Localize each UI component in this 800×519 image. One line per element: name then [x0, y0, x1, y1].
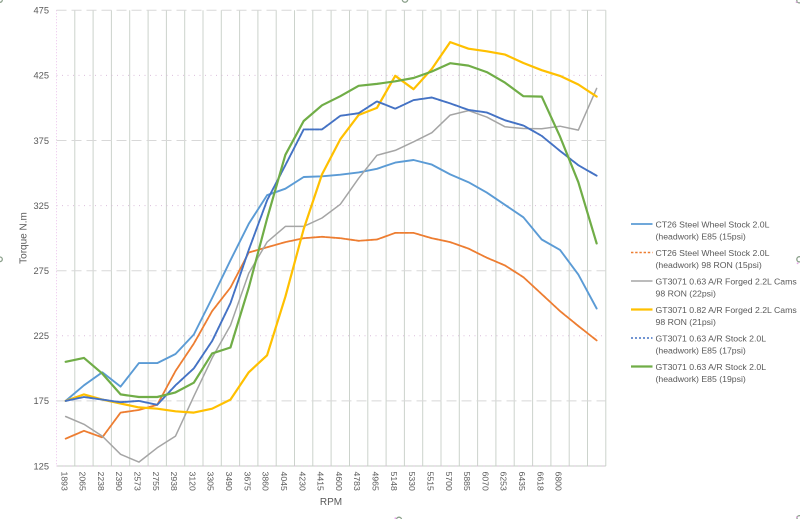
svg-text:5148: 5148 — [389, 472, 399, 491]
svg-text:6070: 6070 — [480, 472, 490, 491]
svg-text:RPM: RPM — [320, 497, 342, 508]
svg-text:5885: 5885 — [462, 472, 472, 491]
svg-text:6800: 6800 — [554, 472, 564, 491]
svg-text:(headwork) 98 RON (15psi): (headwork) 98 RON (15psi) — [656, 260, 762, 270]
svg-text:225: 225 — [33, 331, 49, 341]
svg-text:4230: 4230 — [297, 472, 307, 491]
svg-text:6618: 6618 — [535, 472, 545, 491]
svg-text:(headwork) E85 (19psi): (headwork) E85 (19psi) — [656, 374, 746, 384]
svg-text:2238: 2238 — [96, 472, 106, 491]
svg-text:125: 125 — [33, 461, 49, 471]
svg-text:98 RON (22psi): 98 RON (22psi) — [656, 289, 716, 299]
svg-text:CT26 Steel Wheel Stock 2.0L: CT26 Steel Wheel Stock 2.0L — [656, 248, 770, 258]
svg-text:4600: 4600 — [334, 472, 344, 491]
svg-text:GT3071 0.63 A/R Stock 2.0L: GT3071 0.63 A/R Stock 2.0L — [656, 362, 767, 372]
svg-text:375: 375 — [33, 136, 49, 146]
svg-text:5330: 5330 — [407, 472, 417, 491]
svg-text:1893: 1893 — [59, 472, 69, 491]
svg-text:3675: 3675 — [242, 472, 252, 491]
svg-text:3490: 3490 — [224, 472, 234, 491]
svg-text:2065: 2065 — [78, 472, 88, 491]
svg-text:475: 475 — [33, 6, 49, 16]
svg-text:6435: 6435 — [517, 472, 527, 491]
svg-text:4965: 4965 — [371, 472, 381, 491]
svg-text:5700: 5700 — [444, 472, 454, 491]
svg-text:3120: 3120 — [187, 472, 197, 491]
svg-text:175: 175 — [33, 396, 49, 406]
svg-text:4783: 4783 — [352, 472, 362, 491]
svg-text:GT3071 0.82 A/R Forged 2.2L Ca: GT3071 0.82 A/R Forged 2.2L Cams — [656, 305, 798, 315]
svg-text:GT3071 0.63 A/R Stock 2.0L: GT3071 0.63 A/R Stock 2.0L — [656, 334, 767, 344]
svg-text:Torque N.m: Torque N.m — [19, 212, 30, 264]
svg-text:325: 325 — [33, 201, 49, 211]
svg-text:425: 425 — [33, 71, 49, 81]
svg-text:(headwork) E85 (15psi): (headwork) E85 (15psi) — [656, 232, 746, 242]
svg-text:4415: 4415 — [316, 472, 326, 491]
svg-text:CT26 Steel Wheel Stock 2.0L: CT26 Steel Wheel Stock 2.0L — [656, 220, 770, 230]
svg-text:(headwork) E85 (17psi): (headwork) E85 (17psi) — [656, 346, 746, 356]
svg-text:5515: 5515 — [426, 472, 436, 491]
svg-text:2755: 2755 — [151, 472, 161, 491]
svg-text:275: 275 — [33, 266, 49, 276]
svg-text:2390: 2390 — [114, 472, 124, 491]
svg-text:4045: 4045 — [279, 472, 289, 491]
svg-text:98 RON (21psi): 98 RON (21psi) — [656, 317, 716, 327]
svg-text:3860: 3860 — [261, 472, 271, 491]
svg-text:2938: 2938 — [169, 472, 179, 491]
svg-text:2573: 2573 — [133, 472, 143, 491]
svg-text:3305: 3305 — [206, 472, 216, 491]
svg-text:GT3071 0.63 A/R Forged 2.2L Ca: GT3071 0.63 A/R Forged 2.2L Cams — [656, 277, 798, 287]
svg-text:6253: 6253 — [499, 472, 509, 491]
